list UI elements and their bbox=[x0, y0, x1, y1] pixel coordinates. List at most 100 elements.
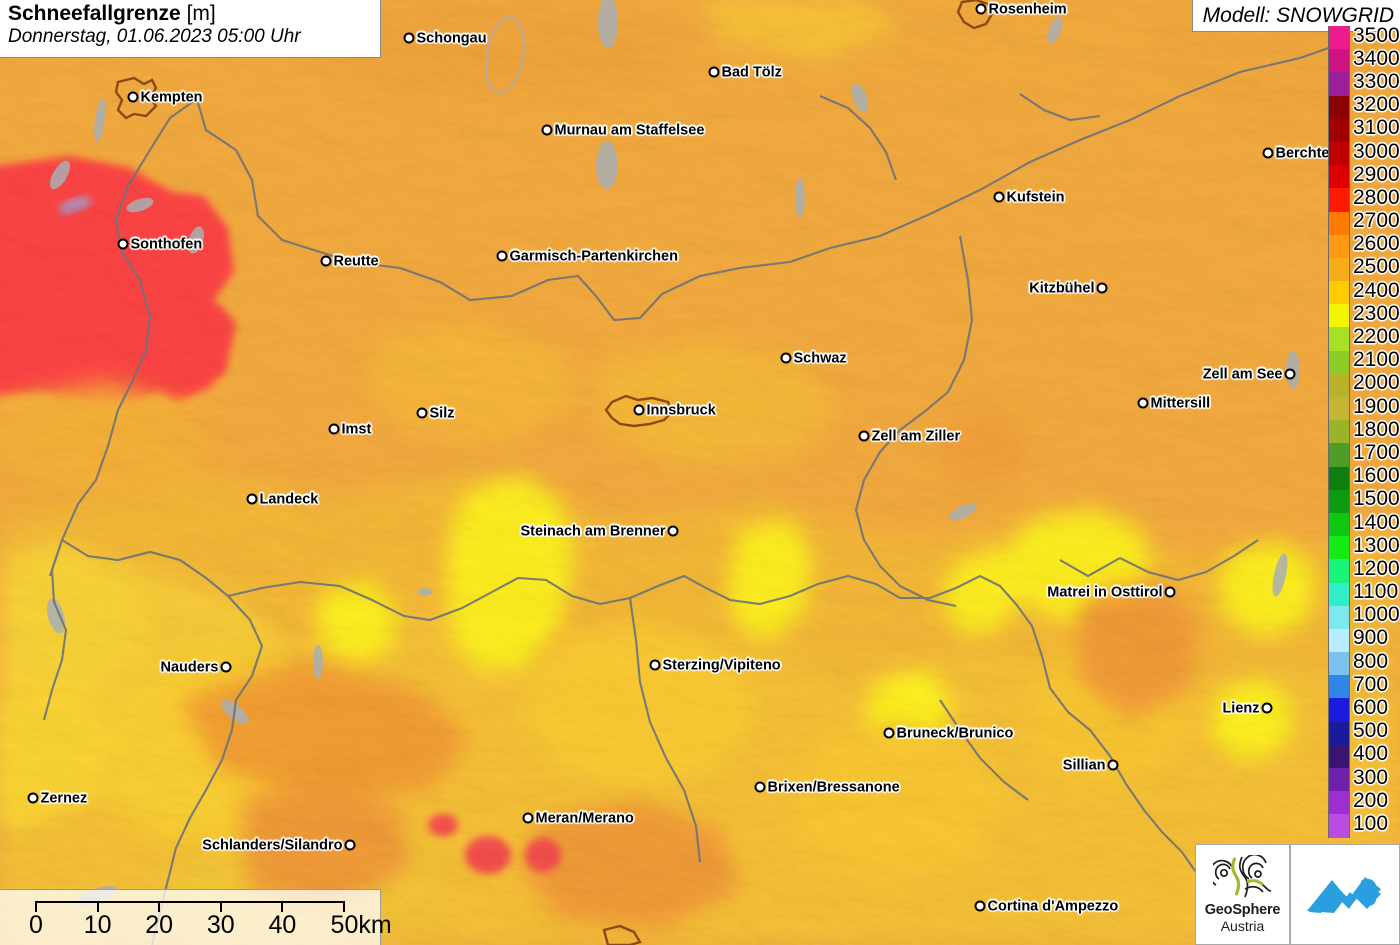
legend-row[interactable]: 600 bbox=[1328, 697, 1400, 722]
city-marker[interactable]: Garmisch-Partenkirchen bbox=[496, 249, 678, 263]
legend-tick-label: 2800 bbox=[1353, 185, 1400, 209]
city-marker[interactable]: Sillian bbox=[1063, 758, 1119, 772]
city-dot-icon bbox=[1137, 397, 1149, 409]
city-dot-icon bbox=[496, 250, 508, 262]
legend-row[interactable]: 1000 bbox=[1328, 604, 1400, 629]
city-dot-icon bbox=[1261, 702, 1273, 714]
city-marker[interactable]: Lienz bbox=[1222, 701, 1273, 715]
legend-row[interactable]: 500 bbox=[1328, 720, 1400, 745]
city-marker[interactable]: Cortina d'Ampezzo bbox=[974, 899, 1118, 913]
city-label: Kufstein bbox=[1006, 188, 1065, 205]
legend-row[interactable]: 800 bbox=[1328, 651, 1400, 676]
legend-row[interactable]: 3300 bbox=[1328, 71, 1400, 96]
city-marker[interactable]: Schlanders/Silandro bbox=[202, 838, 356, 852]
city-dot-icon bbox=[974, 900, 986, 912]
scale-label: 30 bbox=[206, 911, 235, 939]
ministry-logo[interactable] bbox=[1290, 844, 1400, 945]
legend-row[interactable]: 1900 bbox=[1328, 394, 1400, 421]
city-marker[interactable]: Brixen/Bressanone bbox=[754, 780, 900, 794]
legend-row[interactable]: 2400 bbox=[1328, 278, 1400, 305]
legend-colorbar[interactable]: 3500 3400 3300 3200 3100 3000 2900 2800 2700 2600… bbox=[1328, 25, 1400, 838]
city-marker[interactable]: Schwaz bbox=[780, 351, 847, 365]
legend-row[interactable]: 3200 bbox=[1328, 94, 1400, 119]
legend-row[interactable]: 2700 bbox=[1328, 210, 1400, 235]
city-dot-icon bbox=[883, 727, 895, 739]
legend-tick-label: 1200 bbox=[1353, 556, 1400, 580]
city-label: Innsbruck bbox=[646, 401, 716, 418]
city-marker[interactable]: Bruneck/Brunico bbox=[883, 726, 1013, 740]
legend-row[interactable]: 300 bbox=[1328, 767, 1400, 792]
legend-row[interactable]: 2600 bbox=[1328, 233, 1400, 258]
city-marker[interactable]: Rosenheim bbox=[975, 2, 1067, 16]
city-label: Zernez bbox=[40, 789, 88, 806]
city-marker[interactable]: Landeck bbox=[246, 492, 318, 506]
city-marker[interactable]: Nauders bbox=[160, 660, 232, 674]
legend-row[interactable]: 2900 bbox=[1328, 164, 1400, 189]
city-marker[interactable]: Reutte bbox=[320, 254, 379, 268]
city-marker[interactable]: Imst bbox=[328, 422, 371, 436]
city-dot-icon bbox=[754, 781, 766, 793]
city-marker[interactable]: Mittersill bbox=[1137, 396, 1210, 410]
legend-swatch bbox=[1328, 768, 1350, 792]
city-marker[interactable]: Zernez bbox=[27, 791, 87, 805]
legend-row[interactable]: 1500 bbox=[1328, 488, 1400, 513]
legend-swatch bbox=[1328, 721, 1350, 745]
legend-row[interactable]: 1100 bbox=[1328, 581, 1400, 606]
scale-tick bbox=[96, 901, 99, 912]
city-label: Kitzbühel bbox=[1029, 279, 1095, 296]
city-marker[interactable]: Steinach am Brenner bbox=[520, 524, 679, 538]
legend-row[interactable]: 3100 bbox=[1328, 117, 1400, 142]
city-marker[interactable]: Kempten bbox=[127, 90, 203, 104]
legend-row[interactable]: 3500 bbox=[1328, 25, 1400, 50]
title-datetime: Donnerstag, 01.06.2023 05:00 Uhr bbox=[8, 26, 301, 48]
legend-row[interactable]: 2000 bbox=[1328, 372, 1400, 397]
legend-row[interactable]: 2100 bbox=[1328, 349, 1400, 374]
city-marker[interactable]: Sonthofen bbox=[117, 237, 202, 251]
legend-row[interactable]: 700 bbox=[1328, 674, 1400, 699]
city-marker[interactable]: Zell am See bbox=[1203, 367, 1296, 381]
legend-row[interactable]: 3400 bbox=[1328, 48, 1400, 73]
legend-row[interactable]: 1800 bbox=[1328, 417, 1400, 444]
legend-tick-label: 2400 bbox=[1353, 278, 1400, 302]
city-marker[interactable]: Zell am Ziller bbox=[858, 429, 960, 443]
city-dot-icon bbox=[220, 661, 232, 673]
city-label: Sterzing/Vipiteno bbox=[662, 656, 781, 673]
city-marker[interactable]: Innsbruck bbox=[633, 403, 716, 417]
city-marker[interactable]: Matrei in Osttirol bbox=[1047, 585, 1176, 599]
legend-row[interactable]: 3000 bbox=[1328, 141, 1400, 166]
legend-tick-label: 1400 bbox=[1353, 510, 1400, 534]
legend-row[interactable]: 2500 bbox=[1328, 256, 1400, 282]
city-marker[interactable]: Murnau am Staffelsee bbox=[541, 123, 704, 137]
city-marker[interactable]: Schongau bbox=[403, 31, 487, 45]
legend-row[interactable]: 900 bbox=[1328, 627, 1400, 653]
legend-swatch bbox=[1328, 814, 1350, 838]
city-marker[interactable]: Meran/Merano bbox=[522, 811, 634, 825]
legend-row[interactable]: 2800 bbox=[1328, 185, 1400, 212]
scale-label: 40 bbox=[268, 911, 297, 939]
city-marker[interactable]: Berchte bbox=[1262, 146, 1330, 160]
legend-tick-label: 1900 bbox=[1353, 394, 1400, 418]
legend-row[interactable]: 100 bbox=[1328, 813, 1400, 838]
city-marker[interactable]: Kufstein bbox=[993, 190, 1065, 204]
city-label: Bruneck/Brunico bbox=[896, 724, 1014, 741]
geosphere-logo[interactable]: GeoSphere Austria bbox=[1195, 844, 1290, 945]
legend-row[interactable]: 1600 bbox=[1328, 465, 1400, 490]
city-label: Schwaz bbox=[793, 349, 847, 366]
legend-row[interactable]: 1200 bbox=[1328, 556, 1400, 583]
legend-row[interactable]: 1300 bbox=[1328, 535, 1400, 560]
city-dot-icon bbox=[328, 423, 340, 435]
city-marker[interactable]: Bad Tölz bbox=[708, 65, 782, 79]
city-dot-icon bbox=[858, 430, 870, 442]
geosphere-logo-line1: GeoSphere bbox=[1204, 901, 1281, 918]
legend-row[interactable]: 200 bbox=[1328, 790, 1400, 815]
legend-row[interactable]: 2200 bbox=[1328, 326, 1400, 351]
legend-tick-label: 1800 bbox=[1353, 417, 1400, 441]
legend-row[interactable]: 1400 bbox=[1328, 510, 1400, 537]
legend-row[interactable]: 2300 bbox=[1328, 303, 1400, 328]
legend-row[interactable]: 400 bbox=[1328, 743, 1400, 768]
city-marker[interactable]: Silz bbox=[416, 406, 454, 420]
legend-row[interactable]: 1700 bbox=[1328, 442, 1400, 467]
city-marker[interactable]: Sterzing/Vipiteno bbox=[649, 658, 781, 672]
city-marker[interactable]: Kitzbühel bbox=[1029, 281, 1108, 295]
